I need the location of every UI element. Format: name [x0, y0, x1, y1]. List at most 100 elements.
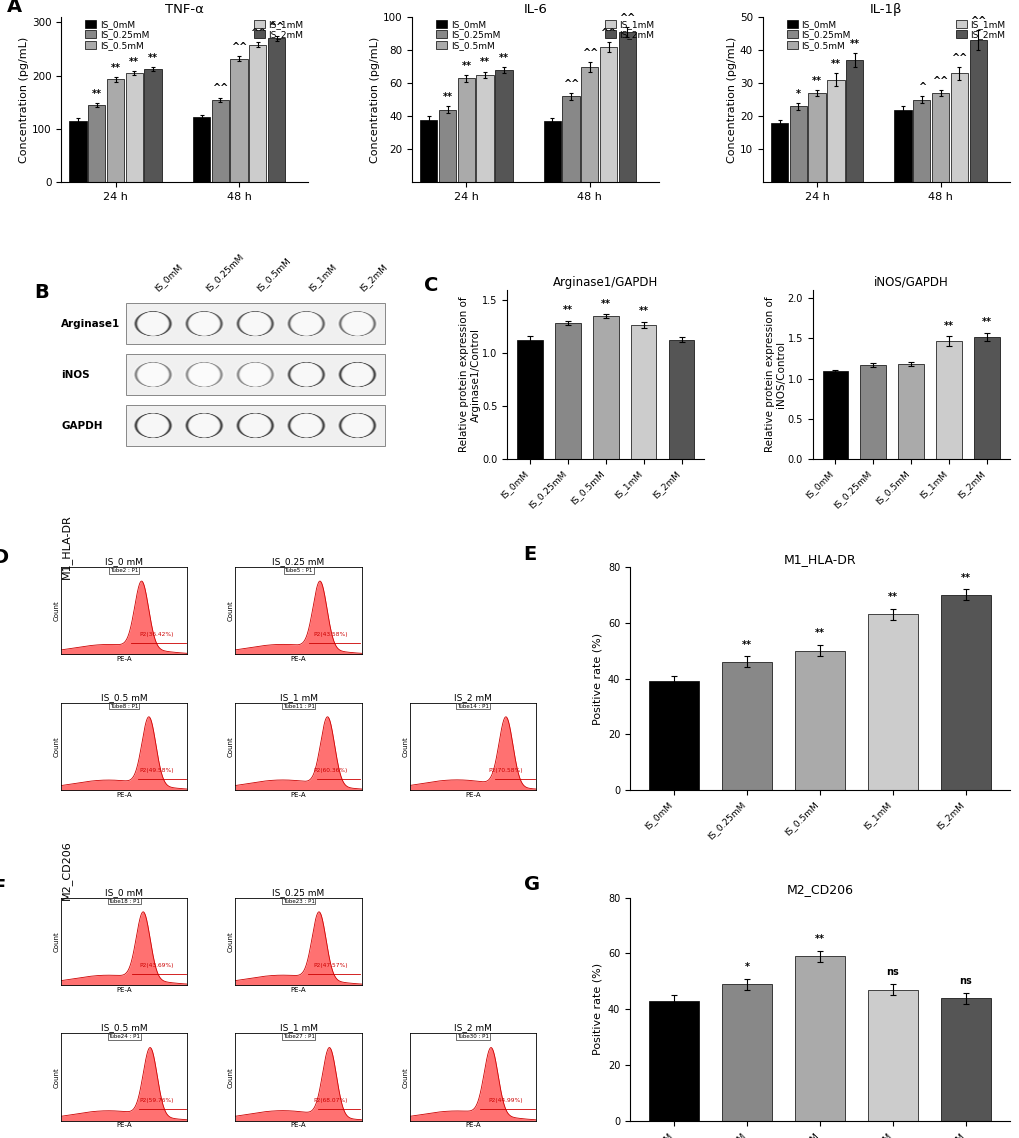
- Title: IS_2 mM: IS_2 mM: [453, 693, 491, 702]
- Ellipse shape: [137, 363, 170, 387]
- X-axis label: PE-A: PE-A: [116, 655, 132, 662]
- Ellipse shape: [236, 362, 274, 387]
- Y-axis label: Count: Count: [228, 931, 233, 951]
- Y-axis label: Count: Count: [401, 1066, 408, 1088]
- Ellipse shape: [238, 413, 271, 437]
- Ellipse shape: [291, 312, 321, 336]
- Ellipse shape: [137, 312, 169, 336]
- Ellipse shape: [339, 362, 375, 387]
- Ellipse shape: [238, 312, 272, 336]
- Ellipse shape: [290, 414, 322, 437]
- Ellipse shape: [287, 312, 324, 336]
- Ellipse shape: [137, 363, 169, 387]
- Bar: [912, 100, 929, 182]
- Ellipse shape: [135, 362, 171, 387]
- Ellipse shape: [235, 311, 274, 336]
- Ellipse shape: [184, 311, 223, 336]
- Ellipse shape: [139, 312, 168, 336]
- Ellipse shape: [189, 312, 219, 336]
- Ellipse shape: [340, 413, 374, 437]
- Ellipse shape: [133, 362, 173, 387]
- Ellipse shape: [138, 363, 168, 386]
- Ellipse shape: [287, 311, 325, 336]
- Ellipse shape: [136, 413, 171, 438]
- Ellipse shape: [287, 413, 325, 438]
- Ellipse shape: [187, 413, 220, 437]
- Bar: [554, 323, 580, 460]
- Title: M2_CD206: M2_CD206: [786, 883, 853, 897]
- Y-axis label: Concentration (pg/mL): Concentration (pg/mL): [370, 36, 379, 163]
- Text: ^^: ^^: [268, 22, 284, 32]
- Y-axis label: Count: Count: [228, 736, 233, 757]
- Ellipse shape: [342, 414, 372, 437]
- Ellipse shape: [338, 362, 376, 387]
- Ellipse shape: [287, 312, 325, 336]
- Text: **: **: [814, 628, 824, 638]
- Y-axis label: Count: Count: [401, 736, 408, 757]
- X-axis label: PE-A: PE-A: [116, 792, 132, 798]
- Ellipse shape: [238, 312, 271, 336]
- Ellipse shape: [135, 413, 172, 438]
- Ellipse shape: [137, 413, 169, 437]
- Ellipse shape: [290, 414, 322, 437]
- Ellipse shape: [288, 312, 323, 336]
- Ellipse shape: [339, 312, 375, 336]
- Ellipse shape: [340, 363, 374, 387]
- Ellipse shape: [183, 362, 224, 387]
- Ellipse shape: [237, 312, 272, 336]
- Ellipse shape: [285, 362, 326, 387]
- Title: IL-1β: IL-1β: [869, 3, 902, 16]
- Ellipse shape: [136, 413, 170, 438]
- Ellipse shape: [239, 414, 270, 437]
- Ellipse shape: [184, 362, 223, 387]
- Ellipse shape: [137, 312, 169, 336]
- Ellipse shape: [137, 413, 170, 437]
- Title: IS_1 mM: IS_1 mM: [279, 693, 317, 702]
- Ellipse shape: [137, 414, 169, 437]
- Ellipse shape: [341, 312, 373, 336]
- Ellipse shape: [135, 312, 171, 336]
- Bar: [668, 339, 694, 460]
- Ellipse shape: [133, 311, 172, 336]
- Ellipse shape: [234, 311, 275, 337]
- Ellipse shape: [290, 312, 322, 336]
- Ellipse shape: [237, 362, 273, 387]
- Ellipse shape: [237, 413, 272, 438]
- Ellipse shape: [337, 413, 377, 438]
- Text: Arginase1: Arginase1: [61, 319, 120, 329]
- Text: **: **: [480, 57, 489, 67]
- Title: IL-6: IL-6: [523, 3, 547, 16]
- Ellipse shape: [187, 312, 221, 336]
- Ellipse shape: [289, 413, 323, 437]
- Text: **: **: [110, 64, 120, 73]
- Ellipse shape: [337, 311, 377, 337]
- Ellipse shape: [137, 363, 169, 387]
- Ellipse shape: [288, 413, 323, 438]
- Ellipse shape: [340, 413, 374, 437]
- Ellipse shape: [340, 413, 374, 437]
- Ellipse shape: [190, 312, 219, 336]
- Ellipse shape: [138, 363, 168, 386]
- Bar: [860, 365, 886, 460]
- Title: IS_0.25 mM: IS_0.25 mM: [272, 888, 324, 897]
- Ellipse shape: [240, 312, 270, 336]
- Ellipse shape: [336, 311, 377, 337]
- Ellipse shape: [185, 362, 222, 387]
- Ellipse shape: [291, 363, 321, 386]
- Ellipse shape: [137, 312, 170, 336]
- Ellipse shape: [290, 363, 322, 387]
- Title: IS_0 mM: IS_0 mM: [105, 888, 144, 897]
- Ellipse shape: [238, 413, 272, 437]
- Ellipse shape: [186, 363, 221, 387]
- Bar: [599, 47, 616, 182]
- Bar: [770, 123, 788, 182]
- Text: **: **: [888, 592, 897, 602]
- X-axis label: PE-A: PE-A: [290, 655, 306, 662]
- Ellipse shape: [190, 312, 219, 336]
- Ellipse shape: [183, 413, 224, 438]
- Ellipse shape: [136, 362, 170, 387]
- Ellipse shape: [183, 311, 224, 337]
- Text: ^: ^: [917, 82, 925, 92]
- Text: **: **: [814, 934, 824, 945]
- Text: **: **: [981, 318, 991, 328]
